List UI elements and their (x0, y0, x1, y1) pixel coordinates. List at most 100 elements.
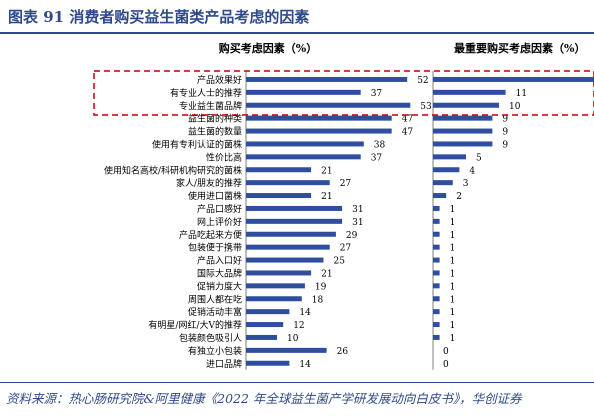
bar (246, 218, 343, 224)
value-label: 1 (450, 334, 456, 344)
value-label: 47 (402, 115, 414, 125)
bar (246, 205, 343, 211)
value-label: 10 (287, 334, 299, 344)
bar (246, 115, 392, 121)
category-label: 包装便于携带 (188, 242, 242, 254)
category-label: 有专业人士的推荐 (170, 87, 242, 99)
bar (246, 309, 290, 315)
bar (246, 347, 327, 353)
chart-area: 购买考虑因素（%） 最重要购买考虑因素（%） 产品效果好 5 2 有专业人士的推荐 37… (93, 41, 594, 370)
bar (246, 244, 330, 250)
value-label: 4 (469, 166, 475, 176)
value-label: 37 (371, 89, 383, 99)
bar (246, 102, 411, 108)
left-chart-title: 购买考虑因素（%） (219, 41, 317, 55)
value-label: 9 (502, 115, 508, 125)
value-label: 37 (371, 153, 383, 163)
value-label: 1 (450, 231, 456, 241)
bar (246, 334, 277, 340)
category-label: 周围人都在吃 (188, 293, 242, 305)
value-label: 1 (450, 269, 456, 279)
value-label: 53 (420, 102, 432, 112)
bar (433, 270, 440, 276)
value-label: 21 (321, 192, 332, 202)
value-label: 14 (299, 308, 311, 318)
right-chart-title: 最重要购买考虑因素（%） (454, 41, 585, 55)
value-label: 12 (293, 321, 304, 331)
left-bar-plot: 产品效果好 52 有专业人士的推荐 37 专业益生菌品牌 53 益生菌的种类 47 益生菌的数量… (104, 71, 432, 370)
bar (433, 334, 440, 340)
bar (433, 89, 506, 95)
value-label: 9 (502, 140, 508, 150)
bar (433, 102, 499, 108)
category-label: 益生菌的数量 (188, 126, 242, 138)
value-label: 47 (402, 128, 414, 138)
category-label: 使用进口菌株 (188, 190, 242, 202)
value-label: 27 (340, 179, 352, 189)
bar (246, 154, 361, 160)
value-label: 31 (352, 205, 363, 215)
category-label: 有独立小包装 (188, 345, 242, 357)
value-label: 1 (450, 244, 456, 254)
category-label: 使用有专利认证的菌株 (152, 138, 242, 150)
value-label: 21 (321, 269, 332, 279)
value-label: 11 (516, 89, 527, 99)
bar (433, 244, 440, 250)
source-rule (0, 382, 594, 383)
figure-header: 图表 91 消费者购买益生菌类产品考虑的因素 (0, 0, 594, 34)
value-label: 31 (352, 218, 363, 228)
bar (246, 167, 312, 173)
value-label: 14 (299, 360, 311, 370)
bar (433, 76, 594, 82)
bar (246, 141, 364, 147)
bar (246, 193, 312, 199)
value-label: 5 (476, 153, 482, 163)
value-label: 19 (315, 282, 327, 292)
value-label: 1 (450, 321, 456, 331)
category-label: 使用知名高校/科研机构研究的菌株 (104, 164, 242, 176)
value-label: 21 (321, 166, 332, 176)
value-label: 25 (334, 257, 346, 267)
value-label: 38 (374, 140, 386, 150)
value-label: 2 (456, 192, 462, 202)
category-label: 产品口感好 (197, 203, 242, 215)
value-label: 1 (450, 295, 456, 305)
category-label: 益生菌的种类 (188, 113, 242, 125)
bar (246, 360, 290, 366)
category-label: 促销力度大 (197, 280, 242, 292)
category-label: 产品吃起来方便 (179, 229, 242, 241)
category-label: 进口品牌 (206, 358, 242, 370)
bar (433, 231, 440, 237)
category-label: 产品入口好 (197, 255, 242, 267)
category-label: 产品效果好 (197, 74, 242, 86)
bar (433, 296, 440, 302)
category-label: 有明星/网红/大V的推荐 (148, 319, 242, 331)
bar (433, 154, 466, 160)
bar (433, 115, 493, 121)
value-label: 1 (450, 218, 456, 228)
bar (433, 322, 440, 328)
category-label: 性价比高 (206, 151, 242, 163)
value-label: 9 (502, 128, 508, 138)
bar (433, 141, 493, 147)
category-label: 促销活动丰富 (188, 306, 242, 318)
value-label: 1 (450, 257, 456, 267)
value-label: 26 (337, 347, 349, 357)
category-label: 国际大品牌 (197, 267, 242, 279)
bar (246, 76, 408, 82)
bar (433, 309, 440, 315)
bar (246, 257, 324, 263)
bar (246, 231, 336, 237)
category-label: 网上评价好 (197, 216, 242, 228)
bar (246, 296, 302, 302)
value-label: 27 (340, 244, 352, 254)
figure-title: 图表 91 消费者购买益生菌类产品考虑的因素 (8, 8, 310, 26)
value-label: 1 (450, 282, 456, 292)
category-label: 家人/朋友的推荐 (176, 177, 242, 189)
bar (433, 128, 493, 134)
value-label: 29 (346, 231, 358, 241)
title-rule (0, 32, 594, 34)
value-label: 0 (443, 360, 449, 370)
bar (433, 218, 440, 224)
